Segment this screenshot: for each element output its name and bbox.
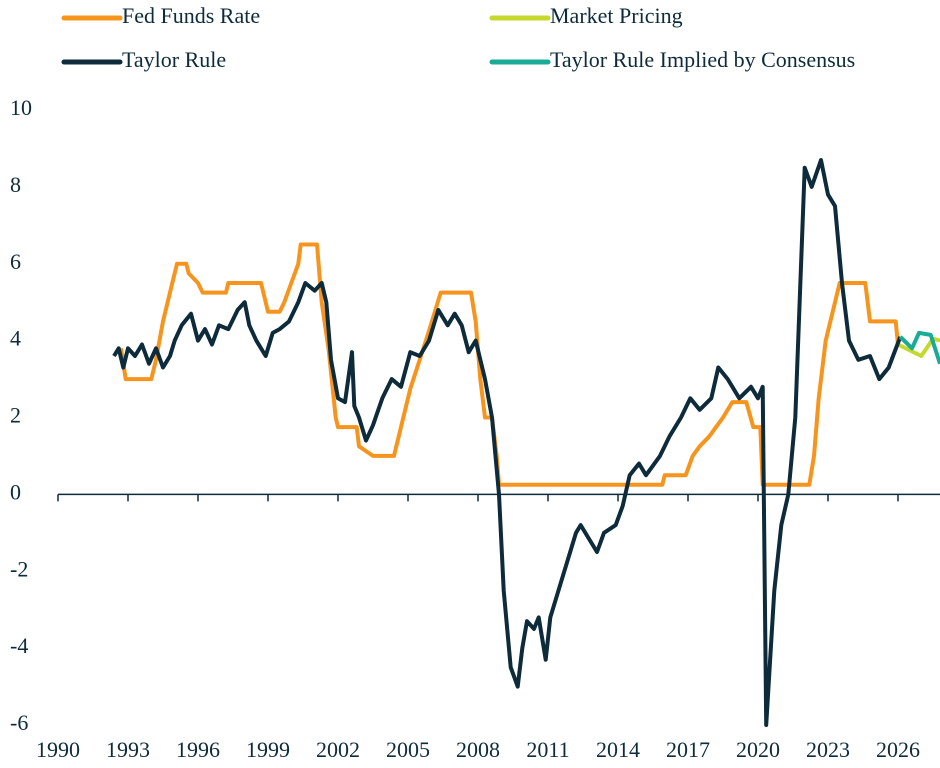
y-tick-label: 0 — [10, 479, 21, 504]
x-tick-label: 1999 — [246, 737, 290, 762]
series-line — [897, 336, 940, 358]
x-tick-label: 2005 — [386, 737, 430, 762]
x-tick-label: 2023 — [806, 737, 850, 762]
series-line — [112, 158, 903, 727]
legend-label: Market Pricing — [550, 3, 683, 28]
x-tick-label: 1993 — [106, 737, 150, 762]
y-tick-label: 4 — [10, 326, 21, 351]
x-tick-label: 2008 — [456, 737, 500, 762]
legend-label: Taylor Rule Implied by Consensus — [550, 47, 855, 72]
x-tick-label: 1996 — [176, 737, 220, 762]
legend-label: Taylor Rule — [122, 47, 226, 72]
y-tick-label: 8 — [10, 172, 21, 197]
x-tick-label: 2026 — [876, 737, 920, 762]
y-tick-label: 6 — [10, 249, 21, 274]
series-line — [898, 330, 940, 365]
x-tick-label: 2020 — [736, 737, 780, 762]
legend-label: Fed Funds Rate — [122, 3, 260, 28]
x-tick-label: 2002 — [316, 737, 360, 762]
y-tick-label: 10 — [10, 95, 32, 120]
y-tick-label: -2 — [10, 556, 28, 581]
series-line — [119, 242, 900, 487]
x-tick-label: 2017 — [666, 737, 710, 762]
x-tick-label: 2011 — [526, 737, 569, 762]
y-tick-label: 2 — [10, 403, 21, 428]
y-tick-label: -4 — [10, 633, 28, 658]
x-tick-label: 2014 — [596, 737, 640, 762]
x-tick-label: 1990 — [36, 737, 80, 762]
y-tick-label: -6 — [10, 710, 28, 735]
